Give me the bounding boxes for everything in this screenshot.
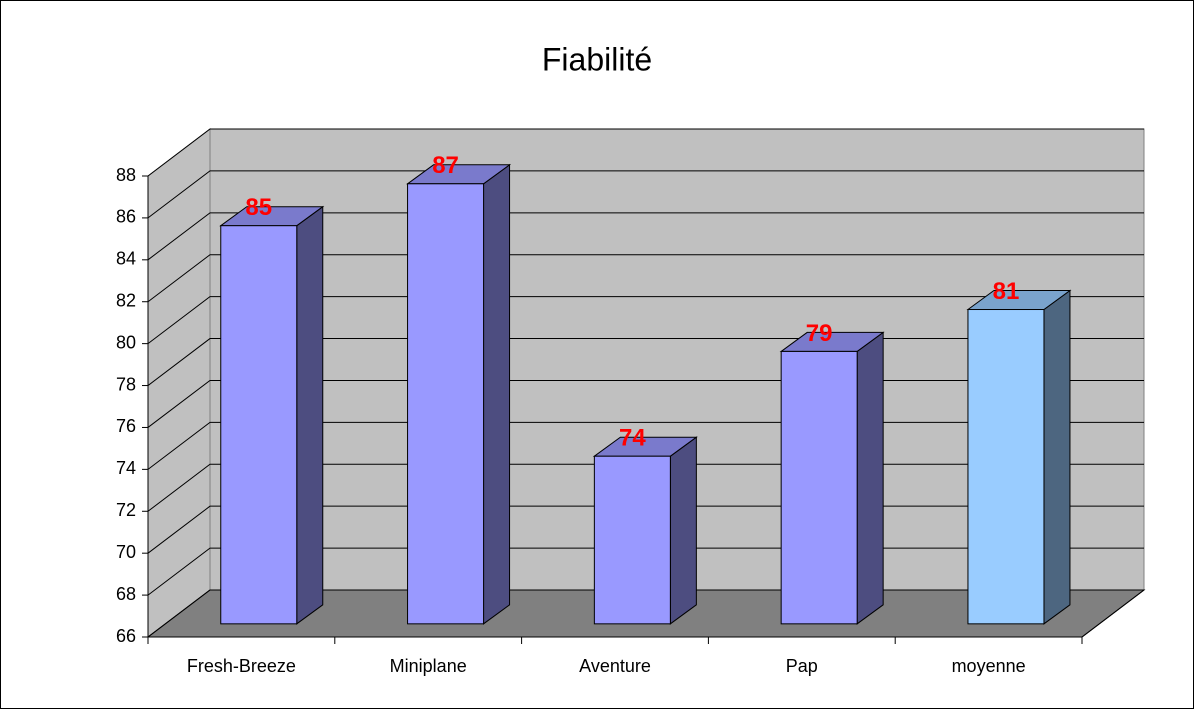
bar — [967, 309, 1045, 625]
data-label: 79 — [806, 320, 833, 347]
grid-line — [147, 170, 1144, 219]
y-tick-label: 76 — [116, 416, 136, 436]
bar — [780, 350, 858, 625]
chart-title: Fiabilité — [542, 41, 652, 77]
side-wall — [147, 127, 211, 639]
bar-side — [1043, 289, 1071, 625]
x-tick-label: Aventure — [579, 656, 651, 676]
grid-line — [147, 128, 1144, 177]
x-tick-label: Pap — [786, 656, 818, 676]
bar-side — [296, 205, 324, 625]
y-tick-label: 66 — [116, 626, 136, 646]
bar-side — [483, 163, 511, 625]
floor-edge — [1081, 589, 1145, 638]
y-tick-label: 86 — [116, 207, 136, 227]
y-tick-label: 78 — [116, 374, 136, 394]
bar-side — [669, 436, 697, 625]
y-tick-label: 72 — [116, 500, 136, 520]
y-tick-label: 84 — [116, 249, 136, 269]
bar — [593, 455, 671, 625]
y-tick-label: 88 — [116, 165, 136, 185]
y-tick-label: 80 — [116, 332, 136, 352]
bar — [220, 225, 298, 625]
y-tick-label: 74 — [116, 458, 136, 478]
y-tick-label: 68 — [116, 584, 136, 604]
data-label: 85 — [245, 194, 272, 221]
data-label: 74 — [619, 425, 646, 452]
grid-line — [147, 296, 1144, 345]
grid-line — [147, 212, 1144, 261]
bar — [407, 183, 485, 625]
x-tick-label: Fresh-Breeze — [187, 656, 296, 676]
x-tick-label: moyenne — [952, 656, 1026, 676]
x-tick-label: Miniplane — [390, 656, 467, 676]
bar-side — [856, 331, 884, 625]
grid-line — [147, 254, 1144, 303]
y-tick-label: 70 — [116, 542, 136, 562]
data-label: 81 — [993, 278, 1020, 305]
y-tick-label: 82 — [116, 290, 136, 310]
data-label: 87 — [432, 152, 459, 179]
